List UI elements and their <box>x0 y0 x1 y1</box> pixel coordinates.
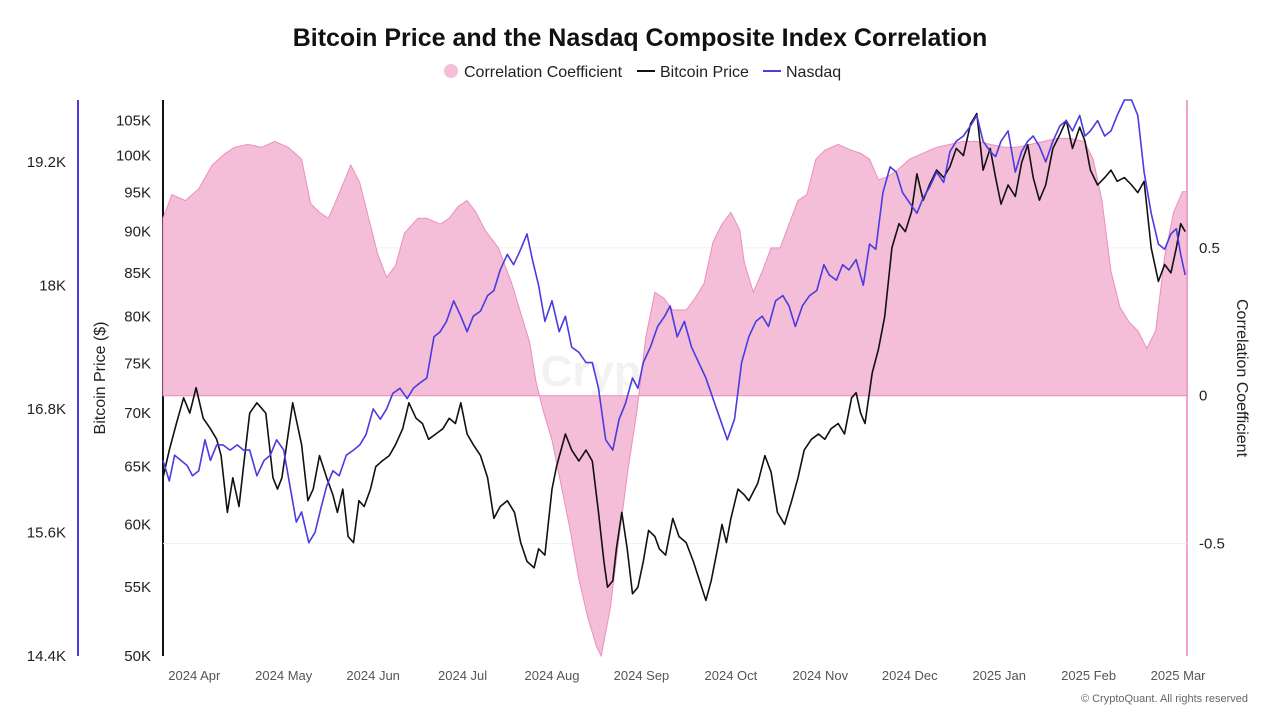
bitcoin-tick-8: 90K <box>124 224 151 241</box>
nasdaq-tick-2: 16.8K <box>27 401 66 418</box>
correlation-axis-ticks: -0.5 0 0.5 <box>1199 240 1225 553</box>
x-tick-5: 2024 Sep <box>614 668 670 683</box>
x-tick-7: 2024 Nov <box>792 668 848 683</box>
bitcoin-tick-6: 80K <box>124 309 151 326</box>
bitcoin-tick-9: 95K <box>124 185 151 202</box>
correlation-tick-2: 0.5 <box>1199 240 1220 257</box>
legend-label-nasdaq: Nasdaq <box>786 64 841 81</box>
bitcoin-axis-title: Bitcoin Price ($) <box>92 322 109 435</box>
x-tick-0: 2024 Apr <box>168 668 221 683</box>
legend-label-correlation: Correlation Coefficient <box>464 64 623 81</box>
bitcoin-tick-7: 85K <box>124 265 151 282</box>
x-axis-ticks: 2024 Apr 2024 May 2024 Jun 2024 Jul 2024 Aug… <box>168 668 1206 683</box>
x-tick-2: 2024 Jun <box>346 668 400 683</box>
x-tick-8: 2024 Dec <box>882 668 938 683</box>
nasdaq-tick-0: 14.4K <box>27 648 66 665</box>
credit-text: © CryptoQuant. All rights reserved <box>1081 693 1248 705</box>
legend-label-bitcoin: Bitcoin Price <box>660 64 749 81</box>
x-tick-1: 2024 May <box>255 668 313 683</box>
bitcoin-tick-3: 65K <box>124 459 151 476</box>
x-tick-9: 2025 Jan <box>972 668 1026 683</box>
nasdaq-series <box>162 99 1186 544</box>
bitcoin-tick-0: 50K <box>124 648 151 665</box>
correlation-axis-title: Correlation Coefficient <box>1233 299 1250 458</box>
bitcoin-axis-ticks: 50K 55K 60K 65K 70K 75K 80K 85K 90K 95K 100K 105K <box>116 112 151 665</box>
x-tick-4: 2024 Aug <box>525 668 580 683</box>
x-tick-10: 2025 Feb <box>1061 668 1116 683</box>
nasdaq-tick-1: 15.6K <box>27 524 66 541</box>
correlation-tick-0: -0.5 <box>1199 536 1225 553</box>
bitcoin-series <box>162 112 1186 602</box>
bitcoin-line <box>162 112 1186 602</box>
bitcoin-tick-4: 70K <box>124 405 151 422</box>
nasdaq-tick-3: 18K <box>39 277 66 294</box>
chart-title: Bitcoin Price and the Nasdaq Composite I… <box>293 24 988 52</box>
nasdaq-axis-ticks: 14.4K 15.6K 16.8K 18K 19.2K <box>27 154 66 665</box>
legend: Correlation Coefficient Bitcoin Price Na… <box>444 64 841 81</box>
correlation-series <box>162 137 1188 658</box>
x-tick-6: 2024 Oct <box>705 668 758 683</box>
nasdaq-line <box>162 99 1186 544</box>
bitcoin-tick-1: 55K <box>124 579 151 596</box>
bitcoin-tick-5: 75K <box>124 355 151 372</box>
correlation-tick-1: 0 <box>1199 388 1207 405</box>
bitcoin-tick-10: 100K <box>116 148 151 165</box>
x-tick-3: 2024 Jul <box>438 668 487 683</box>
bitcoin-tick-2: 60K <box>124 516 151 533</box>
legend-swatch-correlation <box>444 64 458 78</box>
bitcoin-tick-11: 105K <box>116 112 151 129</box>
correlation-area <box>162 137 1188 658</box>
x-tick-11: 2025 Mar <box>1151 668 1207 683</box>
nasdaq-tick-4: 19.2K <box>27 154 66 171</box>
